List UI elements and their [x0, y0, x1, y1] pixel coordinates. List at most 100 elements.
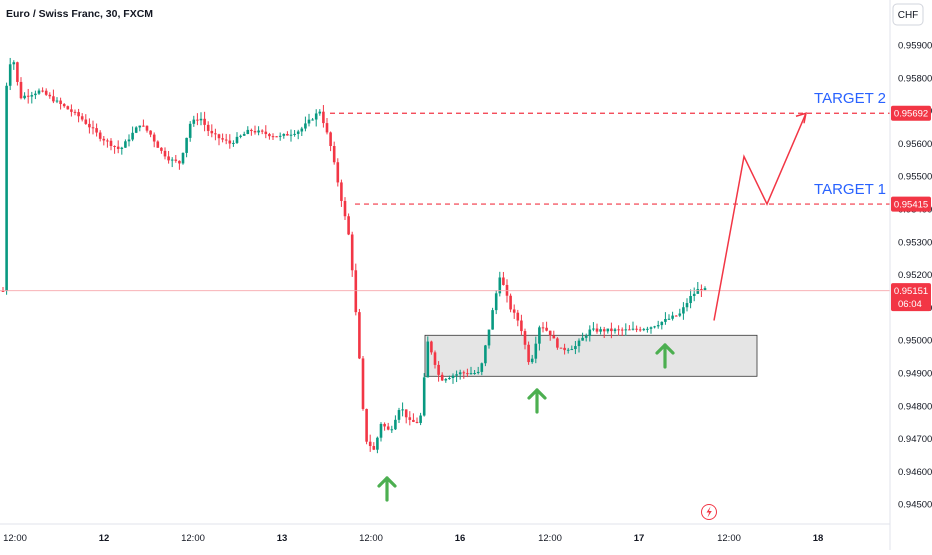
candle-body — [160, 147, 163, 151]
currency-button[interactable]: CHF — [892, 3, 924, 26]
price-tag-label: 0.95692 — [894, 109, 928, 120]
candle-body — [350, 234, 354, 271]
y-tick-label: 0.94500 — [898, 500, 932, 511]
candle-body — [163, 150, 167, 157]
candle-body — [296, 131, 300, 134]
y-tick-label: 0.95900 — [898, 41, 932, 52]
candle-body — [437, 364, 440, 375]
candle-body — [448, 378, 451, 380]
candle-body — [232, 142, 235, 144]
candle-body — [484, 345, 487, 364]
candle-body — [304, 123, 307, 129]
candle-body — [642, 329, 646, 331]
candle-body — [361, 358, 365, 409]
candle-body — [181, 152, 185, 164]
x-tick-label: 17 — [634, 533, 645, 544]
candle-body — [314, 113, 318, 120]
candle-body — [430, 341, 433, 353]
candle-body — [12, 62, 16, 65]
candle-body — [534, 343, 538, 359]
candle-body — [577, 340, 581, 347]
candle-body — [120, 147, 124, 149]
candle-body — [149, 130, 152, 135]
candle-body — [545, 327, 548, 331]
candle-body — [116, 146, 120, 149]
candle-body — [185, 137, 188, 153]
candle-body — [606, 328, 610, 332]
candle-body — [516, 312, 520, 321]
candle-body — [145, 125, 149, 131]
candle-body — [217, 134, 221, 139]
candle-body — [70, 109, 73, 112]
candle-body — [559, 347, 563, 349]
x-tick-label: 12:00 — [181, 533, 205, 544]
candle-body — [667, 318, 671, 320]
candle-body — [649, 327, 653, 329]
candle-body — [250, 129, 253, 132]
candle-body — [354, 270, 358, 313]
candle-body — [588, 329, 592, 336]
candle-body — [174, 159, 178, 161]
axes — [0, 0, 891, 550]
candle-body — [703, 288, 707, 290]
candle-body — [376, 437, 379, 450]
candle-body — [613, 329, 617, 332]
candle-body — [682, 307, 685, 314]
candle-body — [678, 313, 682, 316]
candle-body — [548, 330, 552, 336]
candle-body — [692, 293, 696, 296]
price-tag-label: 0.95151 — [894, 286, 928, 297]
candle-body — [44, 90, 48, 95]
candle-body — [23, 95, 26, 99]
candle-body — [318, 111, 322, 114]
candle-body — [106, 140, 109, 142]
forecast-path — [713, 112, 807, 321]
candle-body — [689, 295, 692, 304]
candle-body — [696, 289, 700, 294]
candle-body — [214, 133, 217, 135]
candle-body — [415, 421, 419, 423]
buy-arrow-icon — [527, 388, 547, 414]
chart-title: Euro / Swiss Franc, 30, FXCM — [6, 8, 153, 20]
lightning-icon[interactable] — [701, 504, 717, 520]
candle-body — [343, 200, 347, 217]
candle-body — [646, 328, 649, 330]
candle-body — [487, 329, 491, 346]
candle-body — [26, 95, 30, 97]
candle-body — [1, 291, 5, 292]
candle-body — [476, 371, 480, 374]
candle-body — [426, 341, 430, 378]
candle-body — [458, 372, 462, 375]
candle-body — [386, 426, 390, 430]
candle-body — [95, 128, 98, 133]
candle-body — [239, 135, 242, 137]
candle-body — [502, 277, 505, 285]
support-zone — [424, 334, 758, 377]
candle-body — [408, 417, 412, 420]
price-tag-label: 0.95415 — [894, 200, 928, 211]
candle-body — [433, 352, 437, 365]
candle-body — [48, 94, 52, 97]
candle-body — [509, 295, 512, 310]
x-tick-label: 13 — [277, 533, 288, 544]
candle-body — [595, 328, 599, 332]
candle-body — [34, 93, 37, 96]
candle-body — [253, 131, 257, 133]
countdown-label: 06:04 — [898, 299, 922, 310]
candle-body — [358, 312, 361, 359]
candle-body — [527, 344, 530, 363]
candle-body — [156, 141, 160, 148]
candle-body — [167, 156, 170, 161]
candle-body — [397, 410, 401, 420]
candle-body — [307, 119, 311, 124]
candle-body — [322, 111, 325, 124]
candle-body — [178, 160, 181, 164]
candle-body — [264, 131, 268, 135]
candle-body — [412, 419, 415, 422]
candle-body — [80, 116, 84, 120]
candle-body — [462, 372, 466, 374]
candle-body — [293, 133, 296, 135]
candle-body — [624, 329, 628, 331]
